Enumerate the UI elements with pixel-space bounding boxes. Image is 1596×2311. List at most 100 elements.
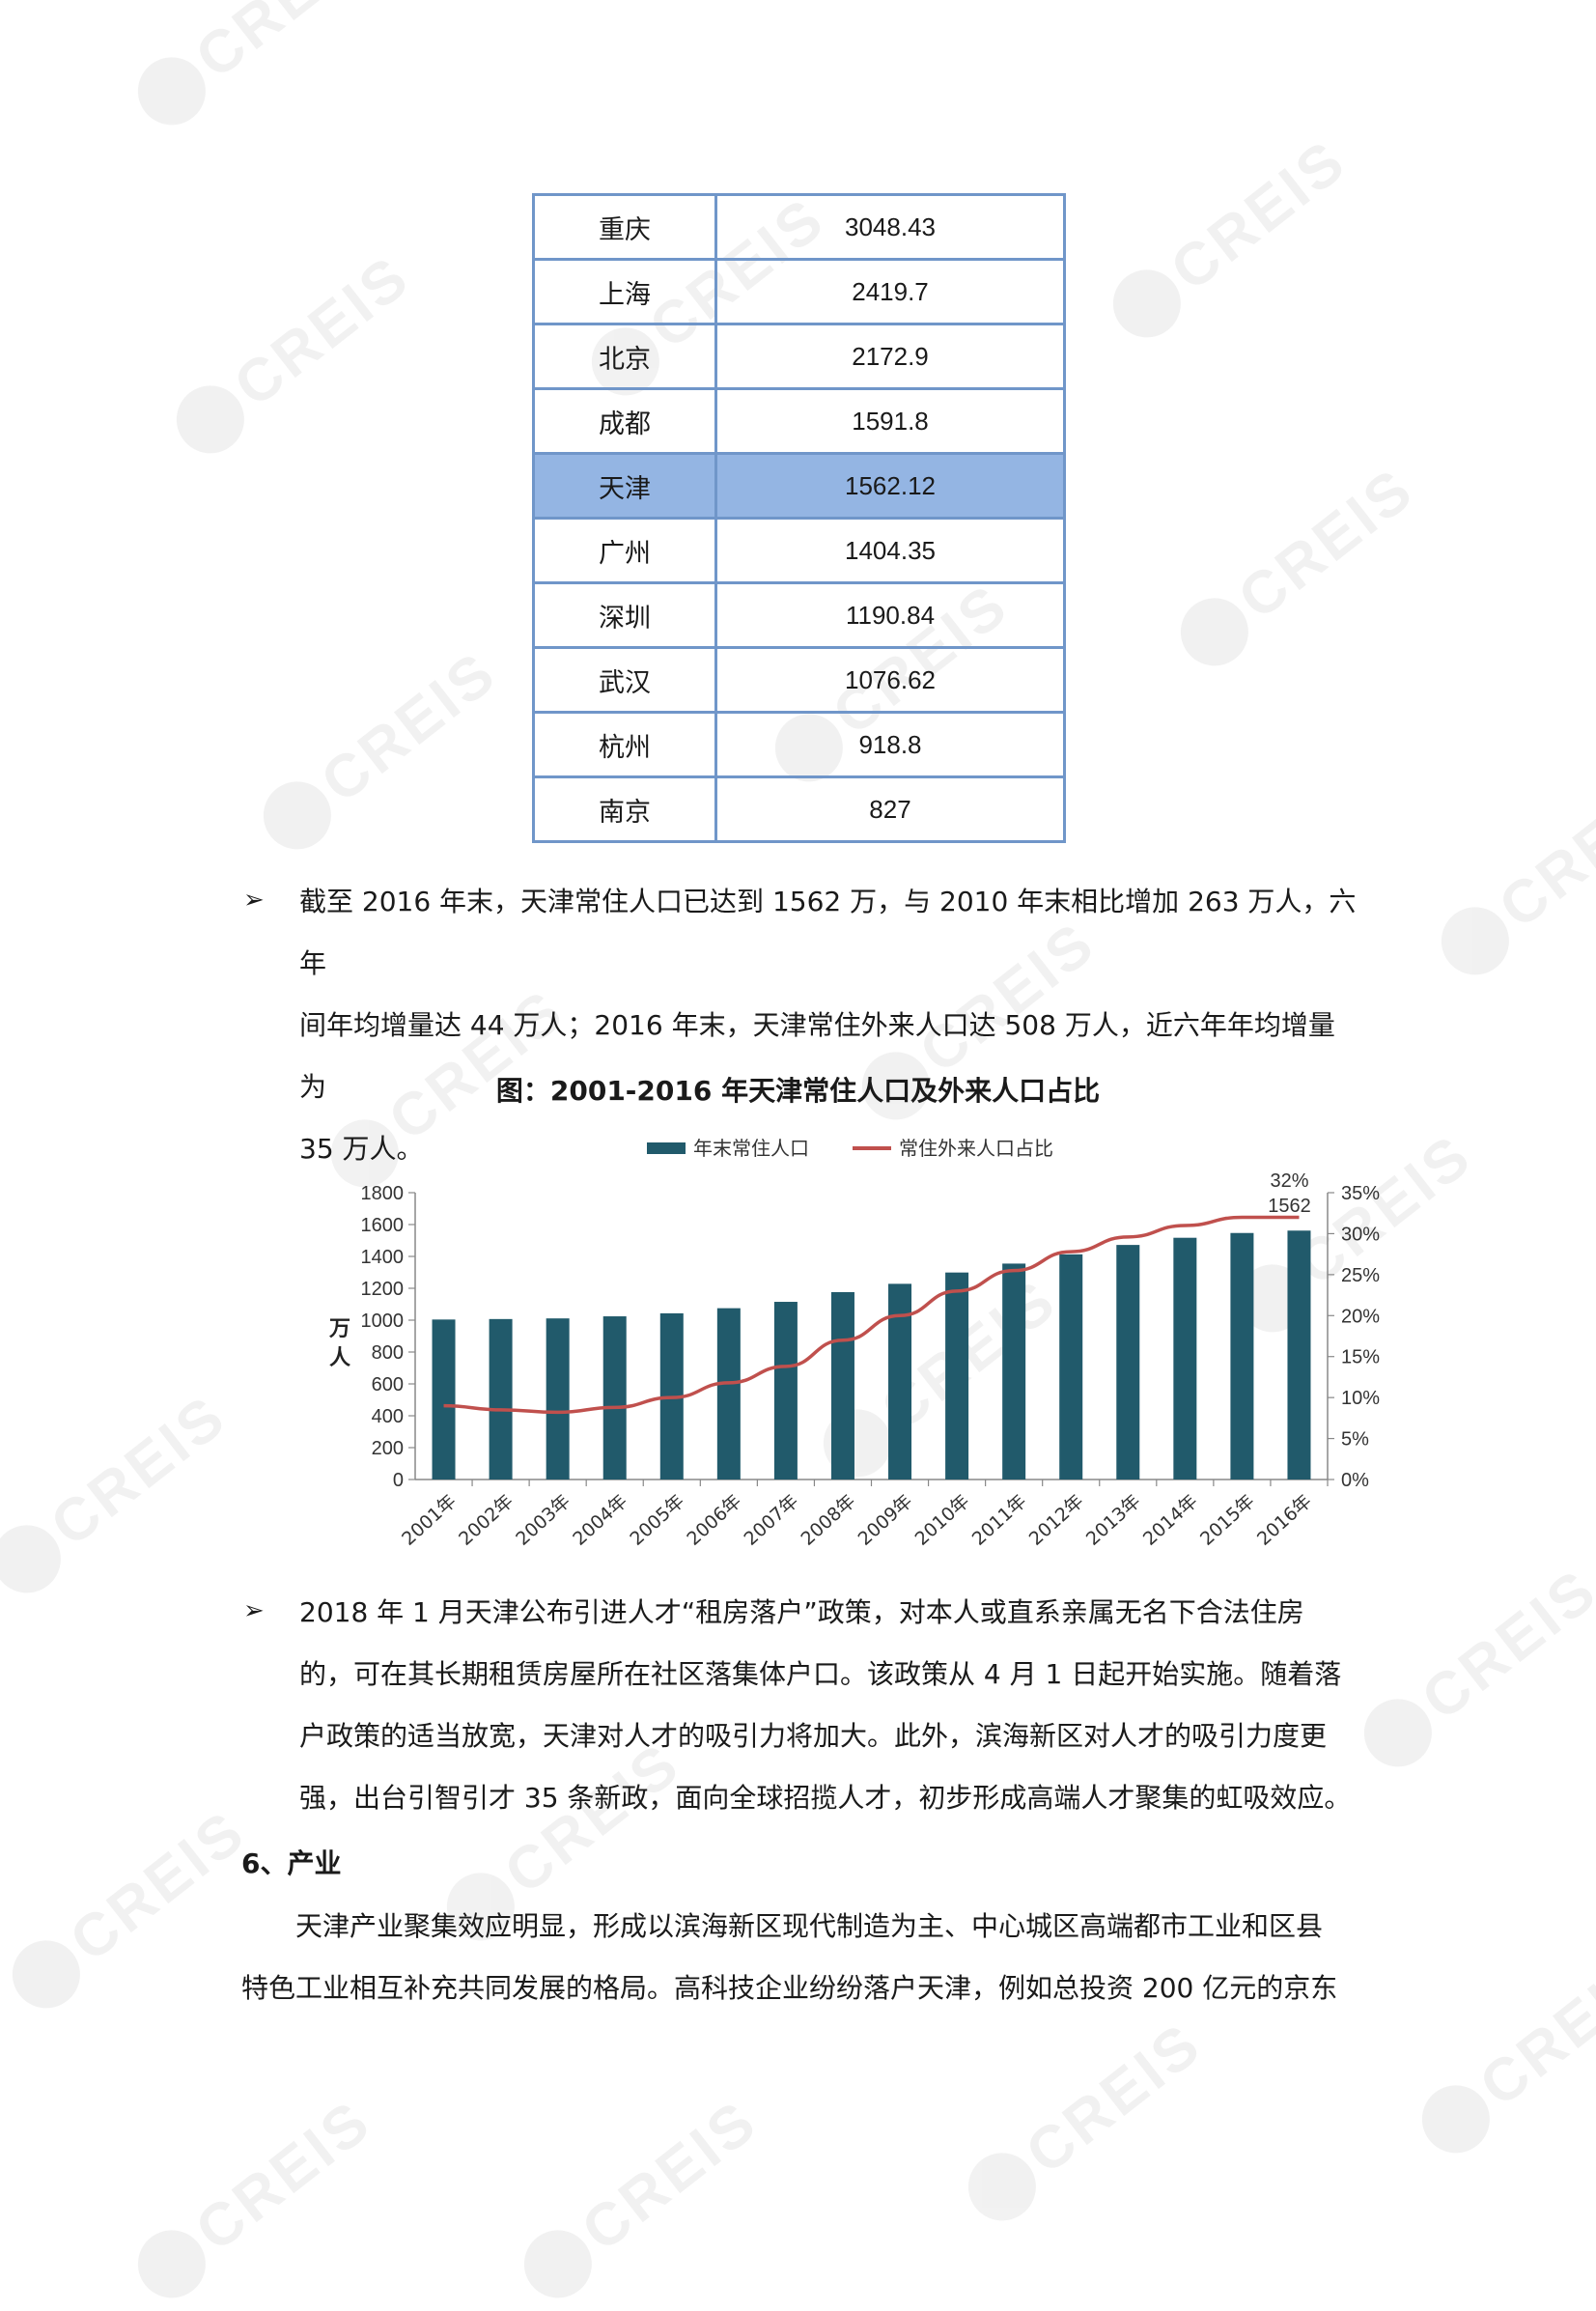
table-row: 北京 2172.9 xyxy=(532,323,1066,390)
city-name-cell: 南京 xyxy=(532,775,717,843)
watermark-logo: CREIS xyxy=(510,2087,770,2311)
watermark-text: CREIS xyxy=(183,0,384,92)
bar xyxy=(1002,1263,1026,1480)
watermark-logo: CREIS xyxy=(124,0,384,139)
bar xyxy=(546,1318,570,1480)
watermark-text: CREIS xyxy=(309,638,510,816)
x-tick-label: 2009年 xyxy=(854,1490,917,1549)
legend-swatch-bar xyxy=(647,1142,686,1154)
watermark-circle-icon xyxy=(124,42,219,139)
watermark-text: CREIS xyxy=(39,1382,239,1560)
watermark-circle-icon xyxy=(0,1510,74,1607)
watermark-logo: CREIS xyxy=(1427,764,1596,989)
watermark-text: CREIS xyxy=(58,1797,259,1975)
y2-tick-label: 15% xyxy=(1341,1347,1380,1368)
table-row: 上海 2419.7 xyxy=(532,258,1066,325)
city-name-cell: 武汉 xyxy=(532,646,717,714)
bar xyxy=(432,1319,456,1480)
watermark-text: CREIS xyxy=(1014,2010,1215,2187)
paragraph-line: 截至 2016 年末，天津常住人口已达到 1562 万，与 2010 年末相比增… xyxy=(299,886,1357,979)
x-tick-label: 2007年 xyxy=(740,1490,802,1549)
bar xyxy=(945,1272,969,1480)
section-heading: 6、产业 xyxy=(241,1847,342,1879)
y-tick-label: 600 xyxy=(372,1374,404,1395)
watermark-logo: CREIS xyxy=(1099,127,1359,352)
watermark-circle-icon xyxy=(1408,2071,1503,2167)
bar xyxy=(1173,1237,1197,1480)
city-name-cell: 深圳 xyxy=(532,581,717,649)
y-tick-label: 1400 xyxy=(361,1247,405,1268)
x-tick-label: 2001年 xyxy=(398,1490,461,1549)
x-tick-label: 2016年 xyxy=(1253,1490,1316,1549)
watermark-logo: CREIS xyxy=(1408,1942,1596,2167)
bar xyxy=(489,1318,513,1480)
population-value-cell: 1591.8 xyxy=(714,387,1066,455)
watermark-logo: CREIS xyxy=(1166,455,1427,680)
paragraph-line: 35 万人。 xyxy=(299,1133,424,1165)
line-series xyxy=(443,1215,1300,1415)
legend-label: 年末常住人口 xyxy=(693,1137,809,1160)
y-tick-label: 1000 xyxy=(361,1311,405,1332)
bar xyxy=(1230,1232,1254,1480)
x-tick-label: 2011年 xyxy=(968,1490,1031,1549)
x-tick-label: 2015年 xyxy=(1196,1490,1259,1549)
table-row: 武汉 1076.62 xyxy=(532,646,1066,714)
x-tick-label: 2003年 xyxy=(512,1490,574,1549)
watermark-logo: CREIS xyxy=(0,1797,259,2022)
table-row: 重庆 3048.43 xyxy=(532,193,1066,261)
y2-tick-label: 30% xyxy=(1341,1224,1380,1245)
y-axis-label: 万 xyxy=(328,1317,350,1341)
paragraph-line: 的，可在其长期租赁房屋所在社区落集体户口。该政策从 4 月 1 日起开始实施。随… xyxy=(299,1658,1342,1690)
y-tick-label: 800 xyxy=(372,1342,404,1364)
watermark-circle-icon xyxy=(0,1926,94,2022)
bullet-icon: ➢ xyxy=(243,1596,265,1625)
watermark-text: CREIS xyxy=(1226,455,1427,633)
data-label-percent: 32% xyxy=(1270,1170,1308,1192)
y-tick-label: 1800 xyxy=(361,1183,405,1204)
section-paragraph-line: 天津产业聚集效应明显，形成以滨海新区现代制造为主、中心城区高端都市工业和区县 xyxy=(295,1910,1324,1942)
watermark-logo: CREIS xyxy=(162,242,423,467)
watermark-circle-icon xyxy=(124,2215,219,2311)
table-row: 深圳 1190.84 xyxy=(532,581,1066,649)
y-tick-label: 1600 xyxy=(361,1215,405,1236)
table-row: 天津 1562.12 xyxy=(532,452,1066,520)
chart-title: 图：2001-2016 年天津常住人口及外来人口占比 xyxy=(495,1075,1101,1107)
bullet-icon: ➢ xyxy=(243,886,265,915)
watermark-circle-icon xyxy=(1427,892,1523,989)
paragraph-line: 间年均增量达 44 万人；2016 年末，天津常住外来人口达 508 万人，近六… xyxy=(299,1009,1335,1103)
x-tick-label: 2010年 xyxy=(911,1490,974,1549)
watermark-text: CREIS xyxy=(1487,764,1596,942)
watermark-circle-icon xyxy=(249,767,345,863)
section-paragraph-line: 特色工业相互补充共同发展的格局。高科技企业纷纷落户天津，例如总投资 200 亿元… xyxy=(241,1972,1338,2004)
city-name-cell: 广州 xyxy=(532,517,717,584)
y-tick-label: 1200 xyxy=(361,1279,405,1300)
data-label-value: 1562 xyxy=(1268,1196,1311,1217)
x-tick-label: 2006年 xyxy=(683,1490,745,1549)
population-value-cell: 918.8 xyxy=(714,711,1066,778)
watermark-logo: CREIS xyxy=(954,2010,1215,2235)
population-value-cell: 1562.12 xyxy=(714,452,1066,520)
watermark-text: CREIS xyxy=(1468,1942,1596,2120)
bar xyxy=(602,1316,627,1480)
population-value-cell: 3048.43 xyxy=(714,193,1066,261)
watermark-circle-icon xyxy=(162,371,258,467)
x-tick-label: 2005年 xyxy=(626,1490,688,1549)
watermark-circle-icon xyxy=(510,2215,605,2311)
watermark-circle-icon xyxy=(1166,583,1262,680)
paragraph-population: 截至 2016 年末，天津常住人口已达到 1562 万，与 2010 年末相比增… xyxy=(299,871,1361,1180)
paragraph-line: 户政策的适当放宽，天津对人才的吸引力将加大。此外，滨海新区对人才的吸引力度更 xyxy=(299,1720,1328,1752)
watermark-circle-icon xyxy=(1350,1684,1445,1781)
watermark-text: CREIS xyxy=(183,2087,384,2265)
table-row: 广州 1404.35 xyxy=(532,517,1066,584)
bar xyxy=(830,1291,854,1480)
table-row: 成都 1591.8 xyxy=(532,387,1066,455)
paragraph-line: 2018 年 1 月天津公布引进人才“租房落户”政策，对本人或直系亲属无名下合法… xyxy=(299,1596,1304,1628)
population-value-cell: 827 xyxy=(714,775,1066,843)
table-row: 杭州 918.8 xyxy=(532,711,1066,778)
paragraph-line: 强，出台引智引才 35 条新政，面向全球招揽人才，初步形成高端人才聚集的虹吸效应… xyxy=(299,1782,1352,1814)
legend-label: 常住外来人口占比 xyxy=(899,1137,1053,1160)
bar xyxy=(1116,1245,1140,1480)
x-tick-label: 2004年 xyxy=(569,1490,631,1549)
watermark-text: CREIS xyxy=(570,2087,770,2265)
y-tick-label: 200 xyxy=(372,1438,404,1459)
